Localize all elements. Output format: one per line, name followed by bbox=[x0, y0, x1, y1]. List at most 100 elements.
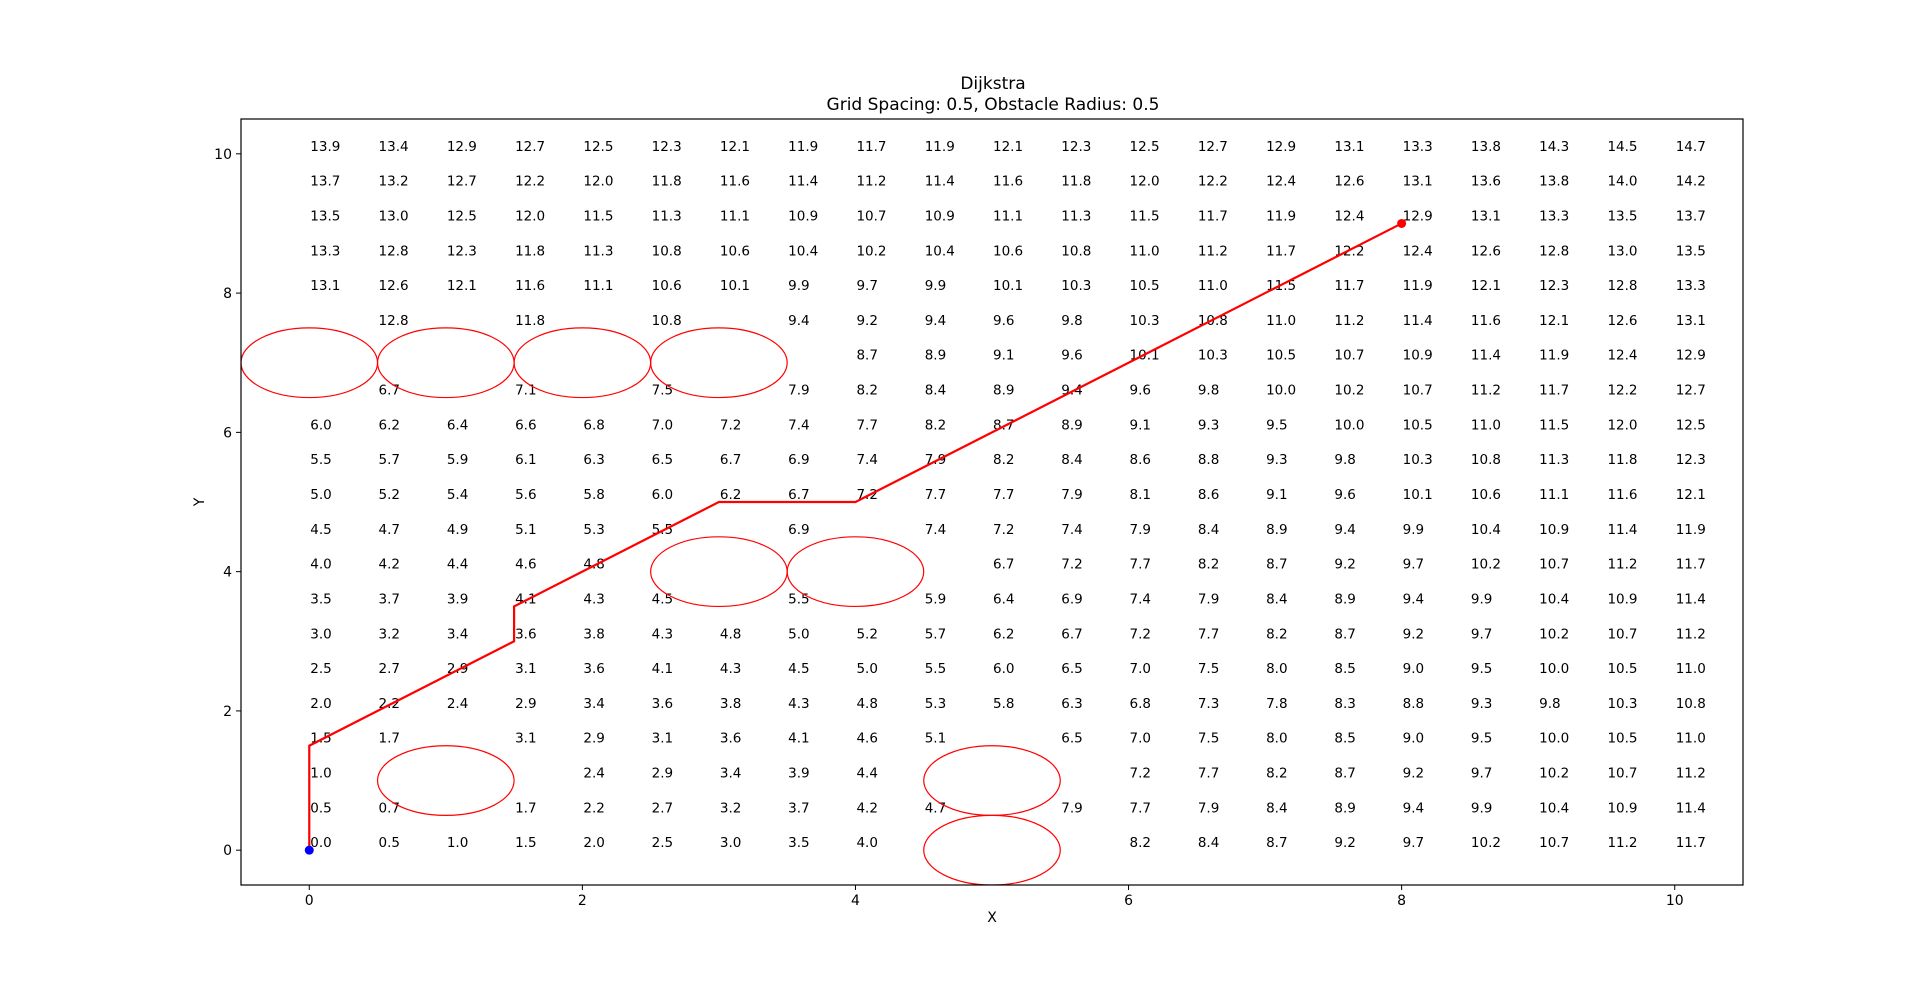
cost-label: 10.6 bbox=[1471, 487, 1501, 503]
cost-label: 12.4 bbox=[1266, 174, 1296, 190]
cost-label: 9.4 bbox=[1334, 522, 1355, 538]
cost-label: 9.0 bbox=[1403, 661, 1424, 677]
cost-label: 7.4 bbox=[925, 522, 946, 538]
cost-label: 10.0 bbox=[1539, 661, 1569, 677]
cost-label: 12.3 bbox=[447, 243, 477, 259]
cost-label: 4.2 bbox=[379, 557, 400, 573]
cost-label: 6.2 bbox=[720, 487, 741, 503]
cost-label: 4.4 bbox=[856, 766, 877, 782]
cost-label: 5.3 bbox=[925, 696, 946, 712]
cost-label: 4.3 bbox=[583, 591, 604, 607]
cost-label: 10.4 bbox=[1471, 522, 1501, 538]
y-tick-label: 6 bbox=[223, 425, 232, 441]
cost-label: 11.0 bbox=[1676, 661, 1706, 677]
cost-label: 13.8 bbox=[1471, 139, 1501, 155]
cost-label: 8.7 bbox=[856, 348, 877, 364]
cost-label: 5.7 bbox=[925, 626, 946, 642]
cost-label: 6.2 bbox=[379, 417, 400, 433]
cost-label: 8.0 bbox=[1266, 661, 1287, 677]
cost-label: 3.5 bbox=[788, 835, 809, 851]
cost-label: 6.0 bbox=[310, 417, 331, 433]
cost-label: 14.2 bbox=[1676, 174, 1706, 190]
cost-label: 3.0 bbox=[720, 835, 741, 851]
cost-label: 9.7 bbox=[1471, 766, 1492, 782]
cost-label: 10.5 bbox=[1266, 348, 1296, 364]
cost-label: 13.5 bbox=[1676, 243, 1706, 259]
cost-label: 1.7 bbox=[515, 800, 536, 816]
cost-label: 6.3 bbox=[1061, 696, 1082, 712]
cost-label: 11.3 bbox=[1061, 208, 1091, 224]
cost-label: 7.9 bbox=[1130, 522, 1151, 538]
cost-label: 10.3 bbox=[1403, 452, 1433, 468]
cost-label: 8.7 bbox=[1266, 557, 1287, 573]
cost-label: 11.3 bbox=[583, 243, 613, 259]
cost-label: 10.8 bbox=[652, 243, 682, 259]
cost-label: 9.7 bbox=[1471, 626, 1492, 642]
cost-label: 7.1 bbox=[515, 383, 536, 399]
cost-label: 11.8 bbox=[515, 313, 545, 329]
cost-label: 9.8 bbox=[1334, 452, 1355, 468]
cost-label: 10.5 bbox=[1403, 417, 1433, 433]
cost-label: 10.3 bbox=[1061, 278, 1091, 294]
cost-label: 10.0 bbox=[1266, 383, 1296, 399]
cost-label: 6.7 bbox=[1061, 626, 1082, 642]
cost-label: 6.9 bbox=[1061, 591, 1082, 607]
cost-label: 9.6 bbox=[1130, 383, 1151, 399]
cost-label: 5.9 bbox=[447, 452, 468, 468]
cost-label: 12.9 bbox=[447, 139, 477, 155]
cost-label: 8.8 bbox=[1403, 696, 1424, 712]
cost-label: 11.9 bbox=[788, 139, 818, 155]
cost-label: 12.6 bbox=[379, 278, 409, 294]
cost-label: 10.2 bbox=[1471, 835, 1501, 851]
cost-label: 4.6 bbox=[856, 731, 877, 747]
cost-label: 6.8 bbox=[1130, 696, 1151, 712]
cost-label: 11.7 bbox=[1198, 208, 1228, 224]
cost-label: 3.7 bbox=[788, 800, 809, 816]
cost-label: 14.5 bbox=[1607, 139, 1637, 155]
cost-label: 0.5 bbox=[310, 800, 331, 816]
cost-label: 10.2 bbox=[856, 243, 886, 259]
cost-label: 5.7 bbox=[379, 452, 400, 468]
cost-label: 11.4 bbox=[925, 174, 955, 190]
cost-label: 5.3 bbox=[583, 522, 604, 538]
cost-label: 9.3 bbox=[1266, 452, 1287, 468]
cost-label: 5.1 bbox=[515, 522, 536, 538]
cost-label: 7.0 bbox=[652, 417, 673, 433]
cost-label: 10.3 bbox=[1607, 696, 1637, 712]
cost-label: 13.5 bbox=[310, 208, 340, 224]
cost-label: 2.5 bbox=[652, 835, 673, 851]
cost-label: 3.8 bbox=[583, 626, 604, 642]
cost-label: 11.4 bbox=[1676, 800, 1706, 816]
cost-label: 5.6 bbox=[515, 487, 536, 503]
cost-label: 12.6 bbox=[1471, 243, 1501, 259]
cost-label: 8.9 bbox=[1334, 800, 1355, 816]
cost-label: 11.2 bbox=[1607, 835, 1637, 851]
cost-label: 10.7 bbox=[1607, 626, 1637, 642]
cost-label: 8.4 bbox=[1198, 522, 1219, 538]
cost-label: 7.2 bbox=[1130, 766, 1151, 782]
cost-label: 9.9 bbox=[1403, 522, 1424, 538]
cost-label: 10.6 bbox=[720, 243, 750, 259]
cost-label: 8.9 bbox=[1334, 591, 1355, 607]
cost-label: 4.5 bbox=[310, 522, 331, 538]
cost-label: 11.1 bbox=[993, 208, 1023, 224]
cost-label: 2.7 bbox=[652, 800, 673, 816]
cost-label: 9.3 bbox=[1198, 417, 1219, 433]
cost-label: 9.5 bbox=[1471, 661, 1492, 677]
cost-label: 13.9 bbox=[310, 139, 340, 155]
cost-label: 3.0 bbox=[310, 626, 331, 642]
cost-label: 3.7 bbox=[379, 591, 400, 607]
cost-label: 8.3 bbox=[1334, 696, 1355, 712]
cost-label: 9.9 bbox=[1471, 800, 1492, 816]
cost-label: 7.7 bbox=[993, 487, 1014, 503]
cost-label: 11.7 bbox=[856, 139, 886, 155]
cost-label: 11.2 bbox=[1676, 626, 1706, 642]
cost-label: 3.5 bbox=[310, 591, 331, 607]
cost-label: 12.3 bbox=[1061, 139, 1091, 155]
cost-label: 4.8 bbox=[720, 626, 741, 642]
cost-label: 4.4 bbox=[447, 557, 468, 573]
cost-label: 8.7 bbox=[1266, 835, 1287, 851]
chart-subtitle: Grid Spacing: 0.5, Obstacle Radius: 0.5 bbox=[827, 95, 1160, 115]
cost-label: 8.2 bbox=[1198, 557, 1219, 573]
cost-label: 6.7 bbox=[720, 452, 741, 468]
